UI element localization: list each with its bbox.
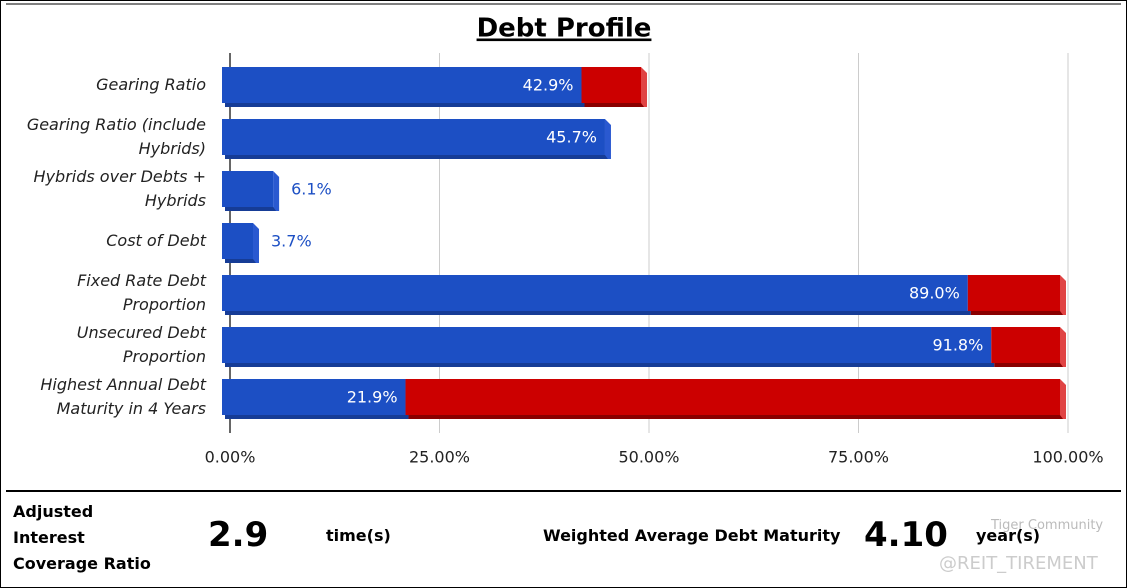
bar-segment [222,171,274,207]
bar-segment [222,327,992,363]
icr-unit: time(s) [326,526,391,545]
bar-edge [225,155,608,159]
bar-side [253,223,260,263]
watermark-brand: Tiger Community [991,518,1104,533]
x-tick-label: 75.00% [828,448,889,467]
y-tick-label: Unsecured Debt Proportion [76,323,206,366]
bar-edge [225,363,995,367]
y-tick-label: Gearing Ratio (include Hybrids) [26,115,206,158]
icr-label: Adjusted Interest Coverage Ratio [13,502,151,573]
x-tick-label: 0.00% [205,448,256,467]
bar-edge [225,259,257,263]
bar-edge [584,103,644,107]
y-tick-label: Cost of Debt [106,231,206,250]
bar-edge [225,207,277,211]
bar-segment [222,67,582,103]
bar-segment [222,119,605,155]
bar-segment [967,275,1060,311]
value-label: 89.0% [909,284,960,303]
icr-value: 2.9 [208,515,269,555]
bar-edge [225,311,971,315]
value-label: 42.9% [523,76,574,95]
bar-edge [970,311,1063,315]
bar-side [1060,379,1066,419]
y-tick-label: Fixed Rate Debt Proportion [77,271,206,314]
bar-side [1060,275,1066,315]
bar-segment [222,223,254,259]
value-label: 6.1% [291,180,332,199]
chart-title: Debt Profile [477,14,652,44]
y-tick-label: Hybrids over Debts + Hybrids [33,167,206,210]
bar-edge [225,415,409,419]
value-label: 45.7% [546,128,597,147]
wadm-unit: year(s) [976,526,1041,545]
bar-side [273,171,280,211]
bar-segment [581,67,641,103]
bar-segment [991,327,1060,363]
bar-side [641,67,647,107]
value-label: 3.7% [271,232,312,251]
x-tick-label: 50.00% [618,448,679,467]
bar-edge [408,415,1064,419]
y-tick-label: Gearing Ratio [96,75,206,94]
bar-edge [225,103,585,107]
bar-side [604,119,611,159]
bar-edge [994,363,1063,367]
bar-side [1060,327,1066,367]
value-label: 91.8% [932,336,983,355]
bar-segment [222,275,968,311]
bar-segment [222,379,406,415]
value-label: 21.9% [347,388,398,407]
wadm-value: 4.10 [864,515,948,555]
watermark-handle: @REIT_TIREMENT [939,553,1098,574]
bar-segment [405,379,1061,415]
y-tick-label: Highest Annual Debt Maturity in 4 Years [40,375,206,418]
x-tick-label: 100.00% [1032,448,1103,467]
wadm-label: Weighted Average Debt Maturity [543,526,841,545]
x-tick-label: 25.00% [409,448,470,467]
